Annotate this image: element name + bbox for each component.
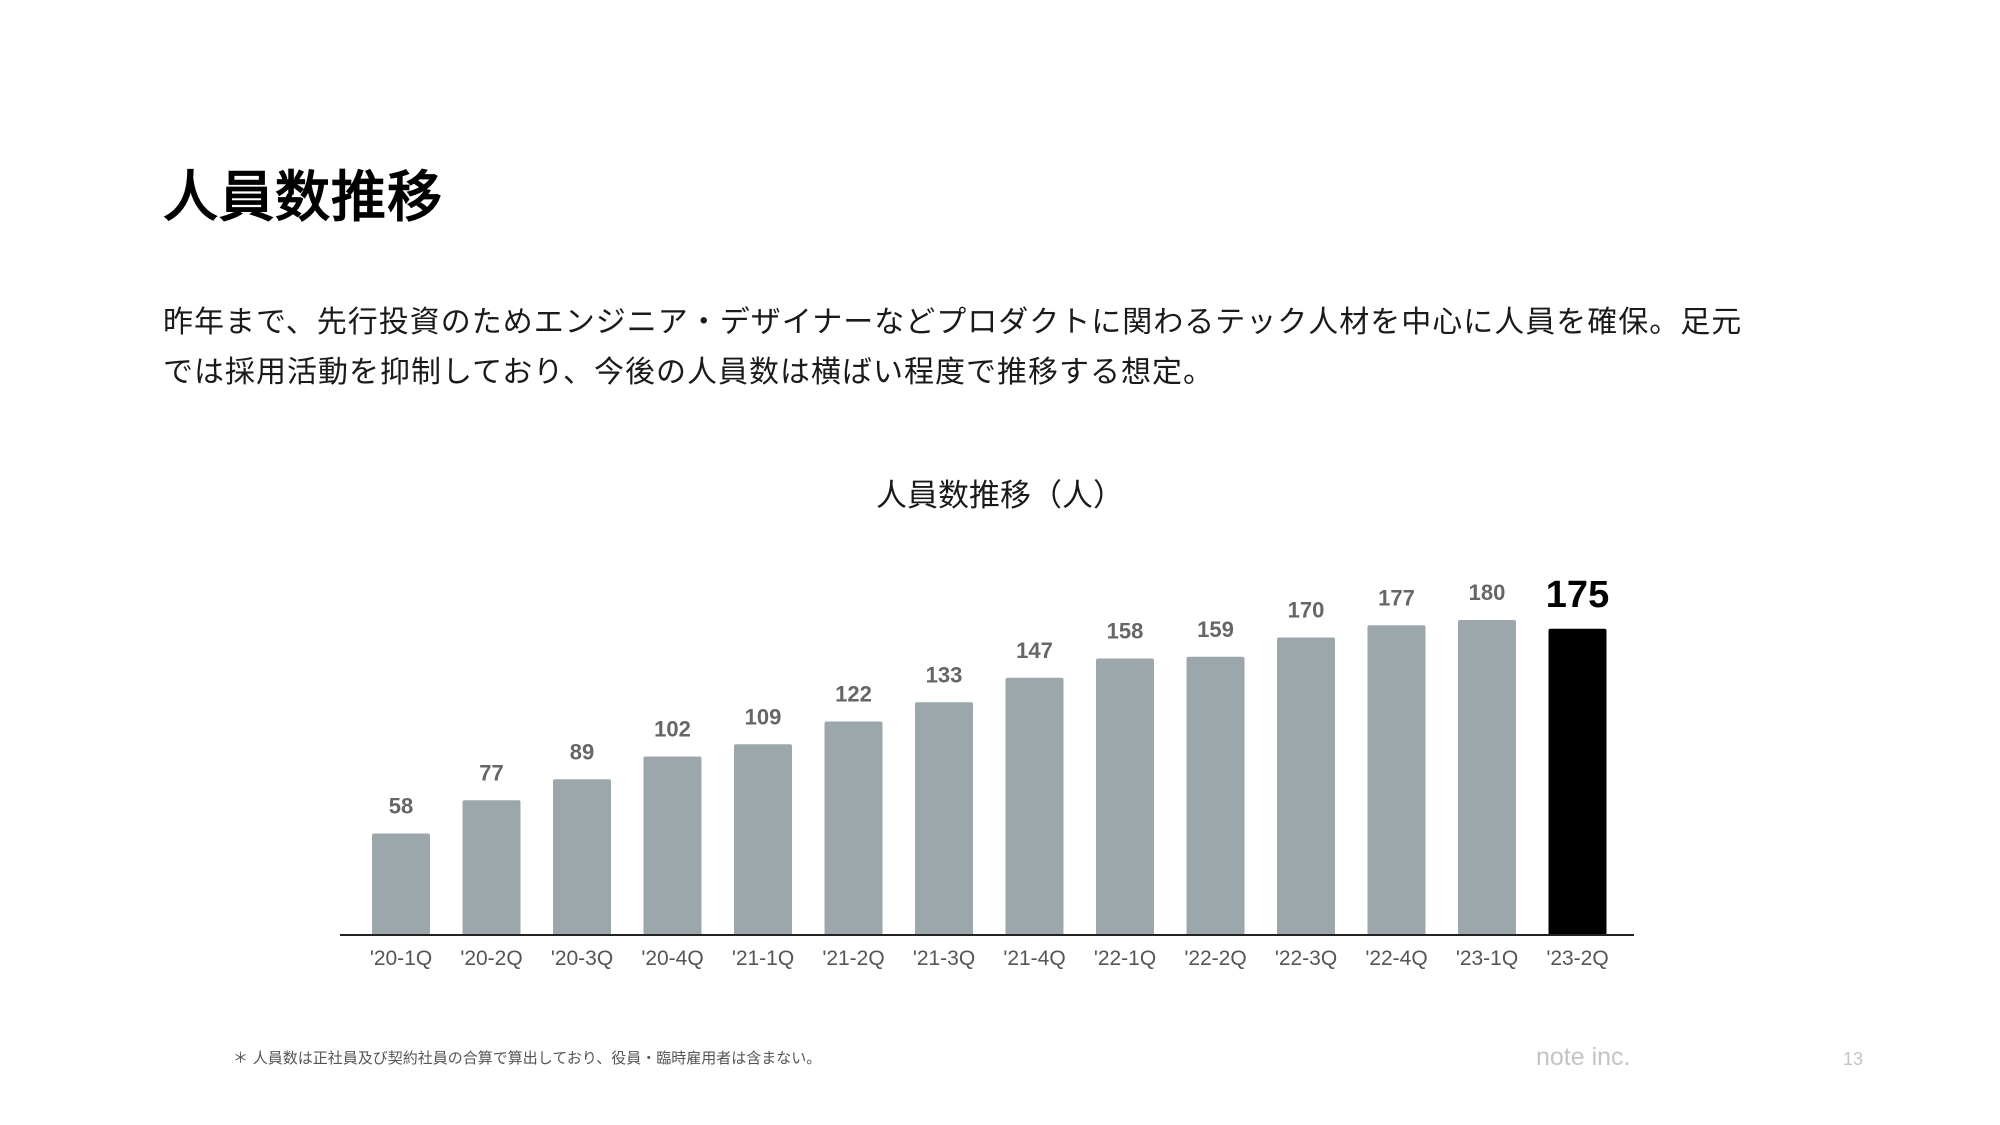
brand-logo-text: note inc. (1536, 1043, 1631, 1071)
x-tick-label: '23-2Q (1546, 947, 1608, 970)
bar-'23-1Q (1458, 620, 1516, 935)
chart-title: 人員数推移（人） (876, 478, 1124, 514)
lead-line-2: では採用活動を抑制しており、今後の人員数は横ばい程度で推移する想定。 (163, 355, 1214, 390)
x-tick-label: '22-4Q (1365, 947, 1427, 970)
bar-'21-2Q (824, 721, 883, 935)
x-tick-label: '21-3Q (913, 947, 975, 970)
bar-'22-1Q (1096, 658, 1154, 935)
x-tick-label: '20-4Q (641, 947, 703, 970)
data-label: 170 (1288, 598, 1325, 623)
x-tick-label: '20-3Q (551, 947, 613, 970)
data-label: 122 (835, 682, 872, 707)
x-tick-label: '22-2Q (1184, 947, 1246, 970)
bar-'23-2Q (1548, 628, 1607, 935)
data-label: 159 (1197, 617, 1234, 642)
bar-'20-3Q (553, 779, 611, 935)
bar-'21-3Q (915, 702, 973, 935)
data-label: 77 (479, 760, 503, 785)
x-tick-label: '21-1Q (732, 947, 794, 970)
x-tick-label: '23-1Q (1456, 947, 1518, 970)
bar-'21-1Q (734, 744, 792, 935)
data-label: 177 (1378, 585, 1415, 610)
bar-'20-4Q (643, 756, 702, 935)
data-label: 158 (1107, 619, 1144, 644)
bar-'20-1Q (372, 833, 430, 935)
data-label: 133 (926, 662, 963, 687)
bar-'22-3Q (1277, 637, 1335, 935)
data-label: 180 (1469, 580, 1506, 605)
data-label: 147 (1016, 638, 1053, 663)
bar-'20-2Q (462, 800, 521, 935)
x-tick-label: '20-2Q (460, 947, 522, 970)
x-tick-label: '21-2Q (822, 947, 884, 970)
page-number: 13 (1843, 1049, 1864, 1069)
data-label: 175 (1546, 574, 1609, 616)
x-tick-label: '21-4Q (1003, 947, 1065, 970)
data-label: 89 (570, 739, 594, 764)
data-label: 102 (654, 717, 691, 742)
bar-'21-4Q (1005, 677, 1064, 935)
lead-line-1: 昨年まで、先行投資のためエンジニア・デザイナーなどプロダクトに関わるテック人材を… (163, 305, 1743, 340)
x-tick-label: '22-3Q (1275, 947, 1337, 970)
slide-title: 人員数推移 (163, 165, 444, 229)
footnote: ＊ 人員数は正社員及び契約社員の合算で算出しており、役員・臨時雇用者は含まない。 (233, 1049, 822, 1067)
x-tick-label: '20-1Q (370, 947, 432, 970)
bar-'22-2Q (1186, 656, 1245, 935)
bar-'22-4Q (1367, 625, 1426, 935)
lead-paragraph: 昨年まで、先行投資のためエンジニア・デザイナーなどプロダクトに関わるテック人材を… (163, 298, 1883, 398)
x-tick-label: '22-1Q (1094, 947, 1156, 970)
data-label: 58 (389, 794, 413, 819)
data-label: 109 (745, 704, 782, 729)
